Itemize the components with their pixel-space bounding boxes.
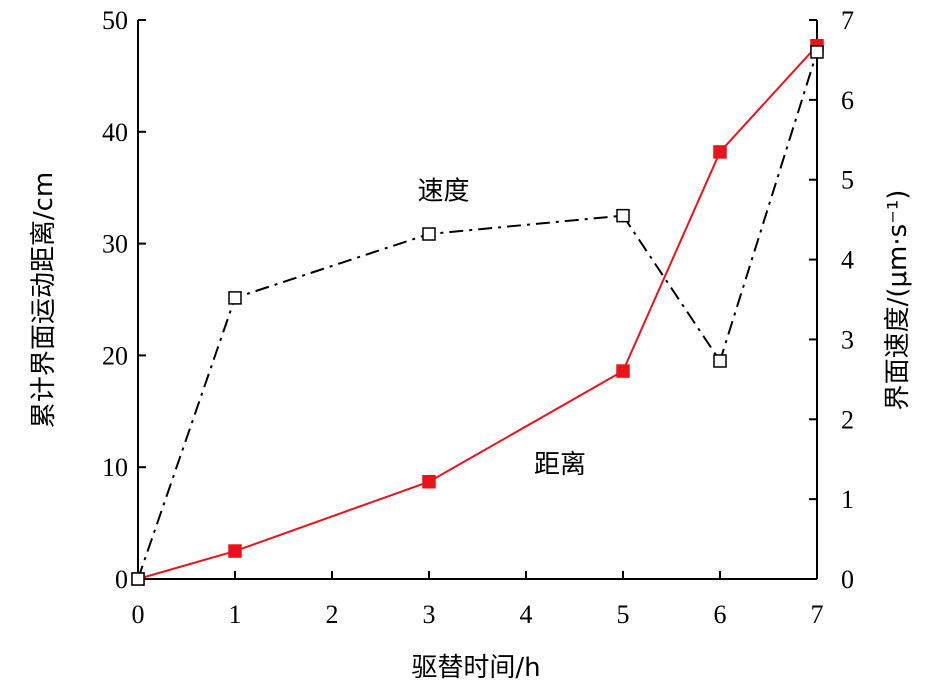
x-tick-label: 3 [423, 600, 436, 629]
y-axis-right-title: 界面速度/(μm·s⁻¹) [883, 190, 913, 411]
y-right-tick-label: 0 [841, 565, 854, 594]
y-axis-left-title: 累计界面运动距离/cm [29, 172, 59, 428]
series-distance-point [713, 145, 727, 159]
y-left-tick-label: 10 [102, 453, 128, 482]
annotation-label: 速度 [418, 177, 470, 207]
y-left-tick-label: 40 [102, 118, 128, 147]
series-velocity-line [137, 51, 818, 580]
x-tick-label: 4 [520, 600, 533, 629]
y-right-tick-label: 2 [841, 405, 854, 434]
y-left-tick-label: 0 [115, 565, 128, 594]
y-right-tick-label: 1 [841, 485, 854, 514]
y-right-tick-label: 6 [841, 86, 854, 115]
series-velocity-point [616, 208, 630, 223]
x-tick-label: 7 [811, 600, 824, 629]
y-right-tick-label: 7 [841, 6, 854, 35]
series-distance-point [228, 544, 242, 558]
series-velocity-point [228, 291, 242, 305]
x-tick-label: 0 [132, 600, 145, 629]
chart-series [131, 38, 824, 586]
y-left-tick-label: 20 [102, 341, 128, 370]
series-distance-point [422, 474, 436, 489]
x-tick-label: 6 [714, 600, 727, 629]
annotation-label: 距离 [534, 450, 586, 480]
x-tick-label: 5 [617, 600, 630, 629]
y-left-tick-label: 50 [102, 6, 128, 35]
series-distance-line [137, 45, 818, 580]
series-velocity-point [422, 227, 436, 241]
series-velocity-point [713, 354, 727, 368]
series-velocity-point [810, 45, 824, 59]
series-velocity-point [131, 572, 145, 586]
y-right-tick-label: 3 [841, 325, 854, 354]
y-right-tick-label: 5 [841, 166, 854, 195]
y-left-tick-label: 30 [102, 230, 128, 259]
y-right-tick-label: 4 [841, 246, 854, 275]
x-axis-title: 驱替时间/h [411, 653, 540, 683]
x-tick-label: 1 [229, 600, 242, 629]
series-distance-point [616, 364, 630, 378]
x-tick-label: 2 [326, 600, 339, 629]
